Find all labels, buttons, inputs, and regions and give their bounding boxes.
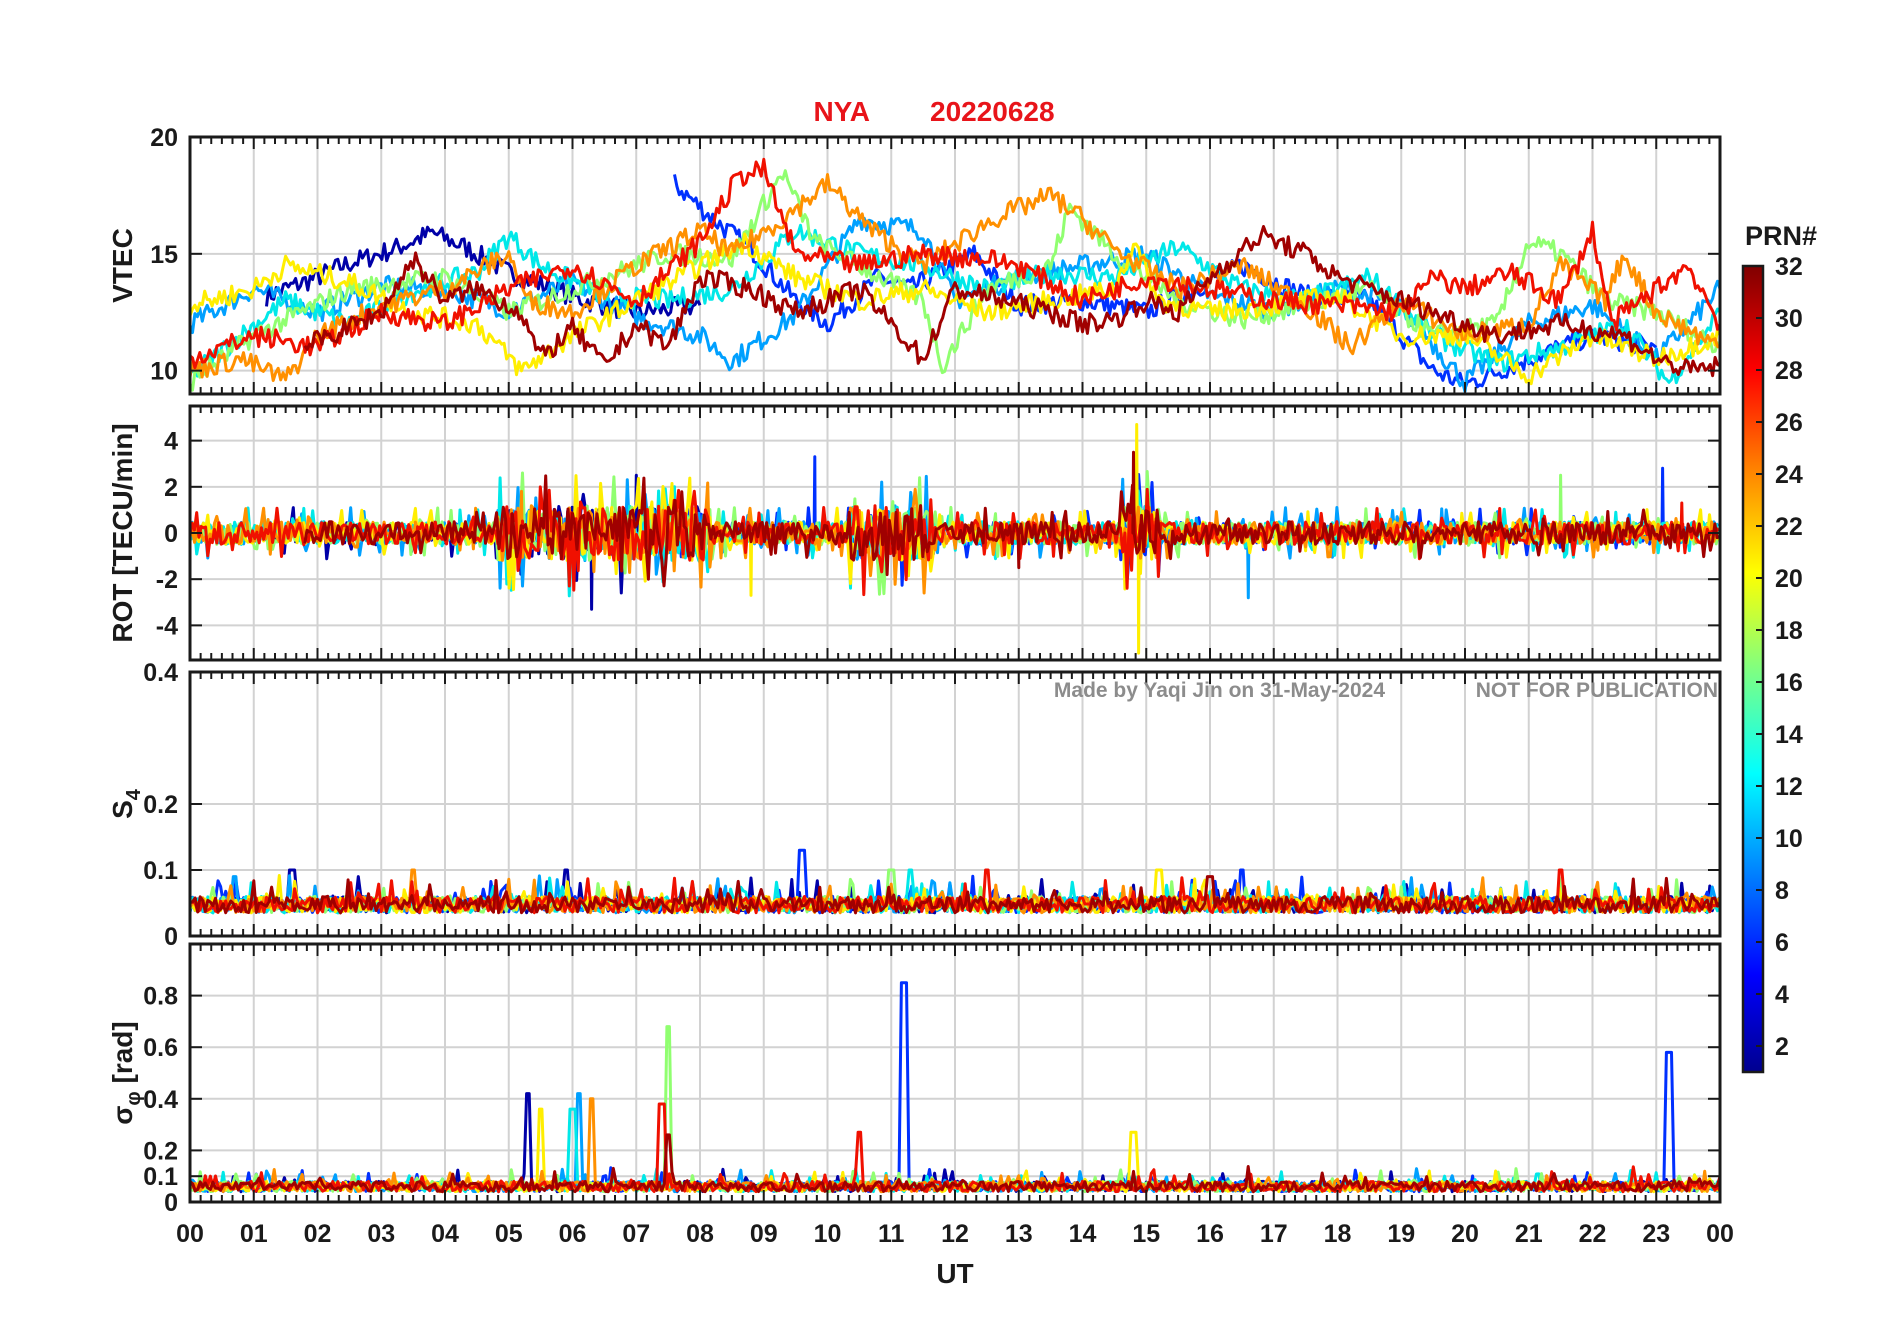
y-tick-label-rot: 4 [164,428,178,456]
x-tick-label: 09 [750,1220,778,1248]
y-tick-label-s4: 0.2 [143,791,178,819]
x-axis-label: UT [936,1258,973,1289]
series-group-vtec [190,157,1720,394]
colorbar-tick-label: 14 [1775,721,1803,749]
x-tick-label: 11 [878,1220,905,1248]
x-tick-label: 14 [1069,1220,1097,1248]
panel-vtec: 10 15 20 VTEC [107,124,1722,396]
series-line-prn-13 [190,223,1720,385]
y-axis-label-unit: [rad] [107,1021,138,1091]
colorbar-gradient [1741,264,1765,1074]
y-tick-label-rot: -4 [156,612,178,640]
series-line-prn-24 [190,173,1720,382]
panel-s4: 0 0.1 0.2 0.4 S4 [107,659,1722,951]
x-tick-label: 00 [1706,1220,1734,1248]
panel-sigphi: 00.10.2 0.4 0.6 0.8 σφ [rad] [107,942,1722,1217]
colorbar-tick-label: 8 [1775,877,1789,905]
title-station: NYA [813,96,870,127]
colorbar-tick-label: 12 [1775,773,1803,801]
y-axis-label-s4: S4 [107,788,145,819]
colorbar-label: PRN# [1745,221,1817,251]
y-axis-label-sub: 4 [123,788,145,800]
series-line-prn-27 [190,157,1720,370]
title-date: 20220628 [930,96,1055,127]
x-tick-label: 01 [240,1220,268,1248]
x-tick-label: 15 [1132,1220,1160,1248]
x-tick-label: 04 [431,1220,459,1248]
y-axis-label-sigphi: σφ [rad] [107,1021,145,1124]
x-tick-label: 16 [1196,1220,1224,1248]
colorbar-tick-label: 20 [1775,565,1803,593]
x-tick-label: 17 [1260,1220,1288,1248]
panel-rot: -4 -2 0 2 4 ROT [TECU/min] [107,404,1722,662]
y-tick-label-sigphi: 0 [164,1189,178,1217]
series-line-prn-31 [303,450,1720,588]
x-axis: 00 01 02 03 04 05 06 07 08 09 10 11 12 13 14 15 16 17 18 19… [176,1220,1734,1248]
y-tick-label-sigphi: 0.6 [143,1034,178,1062]
y-axis-label-rot: ROT [TECU/min] [107,423,138,642]
colorbar-tick-label: 26 [1775,409,1803,437]
x-tick-label: 12 [941,1220,969,1248]
y-tick-label-s4: 0.4 [143,659,178,687]
colorbar-tick-label: 2 [1775,1033,1789,1061]
colorbar-tick-label: 4 [1775,981,1789,1009]
colorbar-tick-label: 22 [1775,513,1803,541]
x-tick-label: 02 [304,1220,332,1248]
x-tick-label: 18 [1324,1220,1352,1248]
y-axis-label-vtec: VTEC [107,228,138,303]
y-tick-label-vtec: 15 [150,241,178,269]
x-tick-label: 20 [1451,1220,1479,1248]
y-tick-label-sigphi: 0.2 [143,1137,178,1165]
colorbar-tick-label: 16 [1775,669,1803,697]
colorbar-tick-label: 18 [1775,617,1803,645]
x-tick-label: 00 [176,1220,204,1248]
colorbar-tick-label: 30 [1775,305,1803,333]
colorbar-tick-label: 6 [1775,929,1789,957]
x-tick-label: 22 [1579,1220,1607,1248]
x-tick-label: 23 [1642,1220,1670,1248]
y-tick-label-rot: 0 [164,520,178,548]
y-axis-label-sub: φ [123,1091,145,1105]
y-tick-label-sigphi: 0.1 [143,1163,178,1191]
x-tick-label: 13 [1005,1220,1033,1248]
colorbar-tick-label: 32 [1775,253,1803,281]
y-tick-label-rot: -2 [156,566,178,594]
x-tick-label: 03 [367,1220,395,1248]
x-tick-label: 21 [1515,1220,1543,1248]
series-group-s4 [190,848,1720,915]
colorbar-tick-label: 28 [1775,357,1803,385]
x-tick-label: 19 [1387,1220,1415,1248]
colorbar-tick-label: 10 [1775,825,1803,853]
x-tick-label: 07 [622,1220,650,1248]
series-line-prn-31 [303,225,1720,378]
x-tick-label: 10 [814,1220,842,1248]
y-tick-label-sigphi: 0.4 [143,1086,178,1114]
y-tick-label-vtec: 10 [150,358,178,386]
colorbar-tick-label: 24 [1775,461,1803,489]
watermark-author: Made by Yaqi Jin on 31-May-2024 [1054,679,1385,702]
y-tick-label-s4: 0 [164,923,178,951]
watermark: Made by Yaqi Jin on 31-May-2024 NOT FOR … [1054,679,1718,702]
y-tick-label-sigphi: 0.8 [143,983,178,1011]
series-line-prn-31 [190,1133,1720,1194]
y-tick-label-vtec: 20 [150,124,178,152]
watermark-notice: NOT FOR PUBLICATION [1476,679,1718,702]
y-tick-label-s4: 0.1 [143,857,178,885]
x-tick-label: 05 [495,1220,523,1248]
x-tick-label: 08 [686,1220,714,1248]
y-tick-label-rot: 2 [164,474,178,502]
series-group-rot [190,423,1720,655]
chart-title: NYA 20220628 [813,96,1054,127]
x-tick-label: 06 [559,1220,587,1248]
series-line-prn-31 [190,875,1720,915]
